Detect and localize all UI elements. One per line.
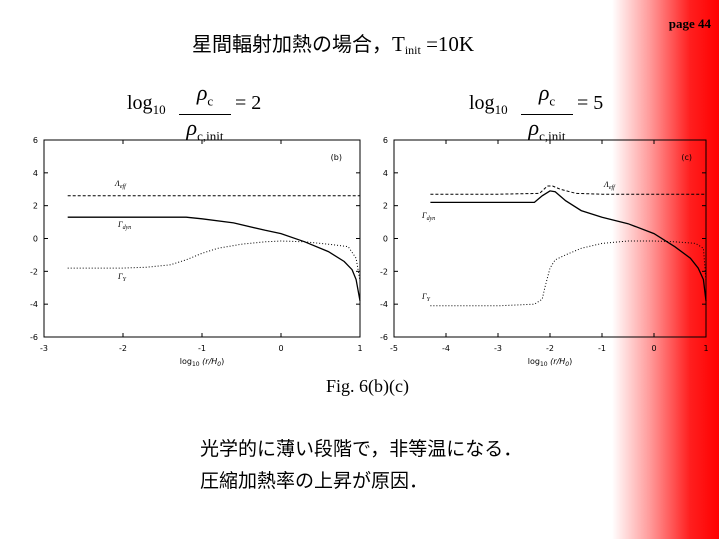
y-tick-label: 0 bbox=[383, 235, 388, 244]
temperature-subscript: init bbox=[404, 43, 421, 57]
y-tick-label: -2 bbox=[380, 267, 388, 276]
page-number: page 44 bbox=[668, 16, 711, 31]
series-line-1 bbox=[430, 190, 707, 301]
y-tick-label: 0 bbox=[33, 235, 38, 244]
x-tick-label: -1 bbox=[198, 344, 206, 353]
x-tick-label: -1 bbox=[598, 344, 606, 353]
equation-left: log10 ρc ρc,init = 2 bbox=[127, 80, 277, 144]
x-tick-label: -4 bbox=[442, 344, 450, 353]
series-line-1 bbox=[67, 216, 361, 302]
series-label-0: Λeff bbox=[603, 180, 616, 191]
figure-caption: Fig. 6(b)(c) bbox=[326, 376, 409, 396]
note-line-2: 圧縮加熱率の上昇が原因． bbox=[200, 470, 429, 492]
note-line-1: 光学的に薄い段階で，非等温になる． bbox=[200, 438, 523, 460]
fraction-bar bbox=[179, 114, 231, 116]
x-tick-label: 0 bbox=[651, 344, 656, 353]
x-tick-label: 0 bbox=[278, 344, 283, 353]
series-label-1: Γdyn bbox=[117, 220, 131, 231]
y-tick-label: -4 bbox=[30, 300, 38, 309]
x-axis-label: log10 (r/H0) bbox=[180, 357, 224, 368]
y-tick-label: 6 bbox=[33, 136, 38, 145]
x-tick-label: -2 bbox=[119, 344, 127, 353]
plot-frame bbox=[393, 139, 707, 338]
y-tick-label: -4 bbox=[380, 300, 388, 309]
y-tick-label: 2 bbox=[383, 202, 388, 211]
equation-log: log10 bbox=[469, 92, 508, 117]
x-tick-label: -3 bbox=[494, 344, 502, 353]
series-label-2: ΓY bbox=[421, 292, 431, 303]
equation-rhs: = 5 bbox=[577, 92, 604, 114]
x-tick-label: -2 bbox=[546, 344, 554, 353]
series-label-0: Λeff bbox=[114, 179, 127, 190]
fraction-bar bbox=[521, 114, 573, 116]
temperature-value: =10K bbox=[420, 32, 475, 56]
panel-label: (c) bbox=[681, 153, 692, 162]
temperature-symbol: T bbox=[392, 32, 405, 56]
y-tick-label: -6 bbox=[380, 333, 388, 342]
y-tick-label: -2 bbox=[30, 267, 38, 276]
series-line-2 bbox=[430, 240, 707, 307]
series-line-0 bbox=[430, 185, 706, 195]
series-line-2 bbox=[67, 240, 361, 282]
chart-b: -3 -2 -1 0 1 6 4 2 0 -2 -4 -6 log10 (r/H0) (b) Λeff Γdy… bbox=[30, 136, 363, 368]
equation-rhs: = 2 bbox=[235, 92, 262, 114]
x-axis-label: log10 (r/H0) bbox=[528, 357, 572, 368]
y-tick-label: 4 bbox=[383, 169, 388, 178]
series-label-1: Γdyn bbox=[421, 211, 435, 222]
x-tick-label: -5 bbox=[390, 344, 398, 353]
equation-log: log10 bbox=[127, 92, 166, 117]
y-tick-label: -6 bbox=[30, 333, 38, 342]
x-tick-label: -3 bbox=[40, 344, 48, 353]
equation-right: log10 ρc ρc,init = 5 bbox=[469, 80, 619, 144]
slide-title: 星間輻射加熱の場合，Tinit =10K bbox=[192, 28, 474, 58]
y-tick-label: 6 bbox=[383, 136, 388, 145]
y-tick-label: 2 bbox=[33, 202, 38, 211]
slide-title-temperature: Tinit =10K bbox=[392, 32, 475, 57]
equation-numerator: ρc bbox=[196, 80, 214, 109]
y-tick-label: 4 bbox=[33, 169, 38, 178]
plot-frame bbox=[43, 139, 361, 338]
chart-c: -5 -4 -3 -2 -1 0 1 6 4 2 0 -2 -4 -6 log10 (r/H0) (c) Λef… bbox=[380, 136, 709, 368]
series-label-2: ΓY bbox=[117, 272, 127, 283]
x-tick-label: 1 bbox=[703, 344, 708, 353]
slide-title-text: 星間輻射加熱の場合， bbox=[192, 32, 392, 56]
panel-label: (b) bbox=[331, 153, 342, 162]
x-tick-label: 1 bbox=[357, 344, 362, 353]
equation-numerator: ρc bbox=[538, 80, 556, 109]
